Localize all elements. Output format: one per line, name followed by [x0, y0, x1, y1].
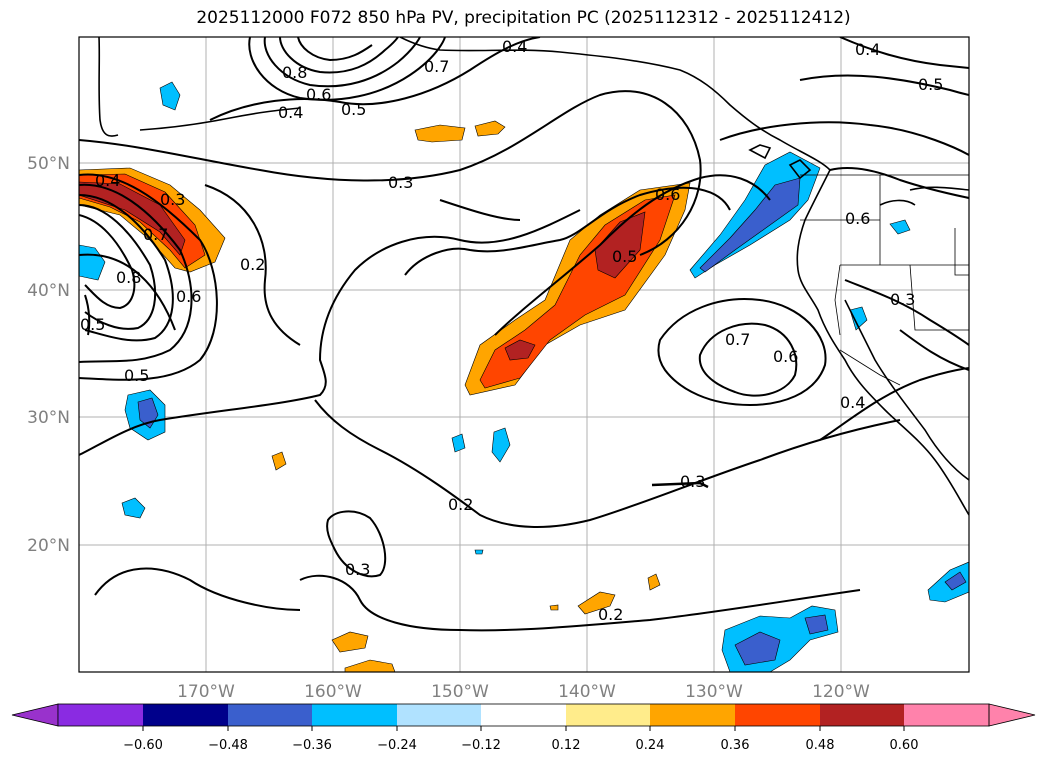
precip-negative-coast: [849, 306, 868, 331]
colorbar-segment: [735, 704, 820, 726]
precip-negative-south-core-2: [804, 614, 829, 635]
colorbar-segment: [650, 704, 735, 726]
contour-label: 0.6: [773, 347, 798, 366]
precip-negative-inland: [889, 219, 911, 235]
contour-label: 0.4: [855, 40, 880, 59]
precip-positive-blob-3: [271, 451, 287, 471]
contour-label: 0.4: [95, 171, 120, 190]
colorbar-segment: [58, 704, 143, 726]
precip-positive-south-2: [647, 573, 661, 591]
lon-label: 170°W: [177, 682, 235, 702]
contour-label: 0.7: [725, 330, 750, 349]
coastlines: [98, 37, 969, 516]
colorbar-segment: [228, 704, 312, 726]
colorbar-tick-label: −0.24: [377, 738, 417, 753]
colorbar-segment: [397, 704, 481, 726]
precip-positive-blob-1: [414, 124, 466, 143]
precip-negative-se-core: [944, 571, 967, 591]
precip-band-core-2: [504, 339, 536, 361]
contour-label: 0.3: [388, 173, 413, 192]
contour-label: 0.2: [240, 255, 265, 274]
colorbar-outline: [57, 703, 990, 727]
contour-label: 0.6: [306, 85, 331, 104]
colorbar-tick-label: −0.36: [292, 738, 332, 753]
contour-label: 0.6: [845, 209, 870, 228]
contour-label: 0.3: [160, 190, 185, 209]
precip-negative-nw: [159, 81, 181, 111]
lat-label: 50°N: [27, 154, 70, 174]
colorbar-tick-label: 0.48: [806, 738, 835, 753]
precip-negative-south-core: [734, 631, 781, 666]
contour-label: 0.4: [840, 393, 865, 412]
contour-label: 0.3: [890, 290, 915, 309]
precip-positive-south-1: [577, 591, 616, 615]
colorbar-segment: [566, 704, 650, 726]
colorbar-segment: [481, 704, 566, 726]
lat-label: 40°N: [27, 281, 70, 301]
contour-label: 0.7: [424, 57, 449, 76]
contour-label: 0.3: [345, 560, 370, 579]
colorbar-tick-label: 0.12: [552, 738, 581, 753]
colorbar-tick-label: −0.48: [208, 738, 248, 753]
precip-negative-small-3: [491, 427, 511, 463]
colorbar-tick-label: 0.24: [636, 738, 665, 753]
lon-label: 120°W: [812, 682, 870, 702]
longitude-labels: 170°W 160°W 150°W 140°W 130°W 120°W: [177, 682, 870, 702]
contour-label: 0.8: [282, 63, 307, 82]
contour-label: 0.5: [124, 366, 149, 385]
colorbar-tick-label: −0.12: [461, 738, 501, 753]
contour-label: 0.4: [278, 103, 303, 122]
contour-label: 0.5: [918, 75, 943, 94]
map-title: 2025112000 F072 850 hPa PV, precipitatio…: [196, 8, 851, 28]
lon-label: 160°W: [304, 682, 362, 702]
colorbar: −0.60 −0.48 −0.36 −0.24 −0.12 0.12 0.24 …: [11, 703, 1036, 753]
contour-label: 0.7: [143, 225, 168, 244]
map-frame: [78, 36, 970, 673]
precip-negative-small-2: [451, 433, 466, 453]
colorbar-tick-label: 0.36: [721, 738, 750, 753]
precip-positive-south-3: [549, 604, 559, 611]
precip-negative-small-4: [474, 549, 484, 555]
colorbar-segment: [820, 704, 904, 726]
colorbar-segment: [143, 704, 228, 726]
contour-labels: 0.4 0.3 0.7 0.8 0.6 0.5 0.8 0.6 0.5 0.4 …: [80, 37, 943, 624]
contour-label: 0.5: [80, 315, 105, 334]
colorbar-segment: [904, 704, 989, 726]
lon-label: 130°W: [685, 682, 743, 702]
precip-negative-ne-core: [699, 177, 801, 273]
pv-contours: [79, 37, 969, 632]
colorbar-extend-max: [988, 703, 1036, 727]
lat-label: 30°N: [27, 408, 70, 428]
contour-label: 0.3: [680, 472, 705, 491]
contour-label: 0.8: [116, 268, 141, 287]
precipitation-shading: [79, 81, 969, 672]
contour-label: 0.5: [612, 247, 637, 266]
precip-negative-small-1: [121, 497, 146, 519]
lat-label: 20°N: [27, 536, 70, 556]
colorbar-tick-label: 0.60: [890, 738, 919, 753]
contour-label: 0.6: [176, 287, 201, 306]
colorbar-tick-label: −0.60: [123, 738, 163, 753]
colorbar-segment: [312, 704, 397, 726]
contour-label: 0.2: [598, 605, 623, 624]
colorbar-extend-min: [11, 703, 59, 727]
lon-label: 150°W: [431, 682, 489, 702]
lon-label: 140°W: [558, 682, 616, 702]
precip-positive-south-5: [344, 659, 396, 672]
political-borders: [800, 174, 969, 386]
contour-label: 0.6: [655, 185, 680, 204]
map-area: 0.4 0.3 0.7 0.8 0.6 0.5 0.8 0.6 0.5 0.4 …: [79, 37, 969, 672]
latitude-labels: 50°N 40°N 30°N 20°N: [27, 154, 70, 556]
precip-positive-south-4: [331, 631, 369, 653]
contour-label: 0.5: [341, 100, 366, 119]
precip-positive-blob-2: [474, 120, 506, 137]
contour-label: 0.4: [502, 37, 527, 56]
precip-band-core: [594, 211, 646, 279]
contour-label: 0.2: [448, 495, 473, 514]
